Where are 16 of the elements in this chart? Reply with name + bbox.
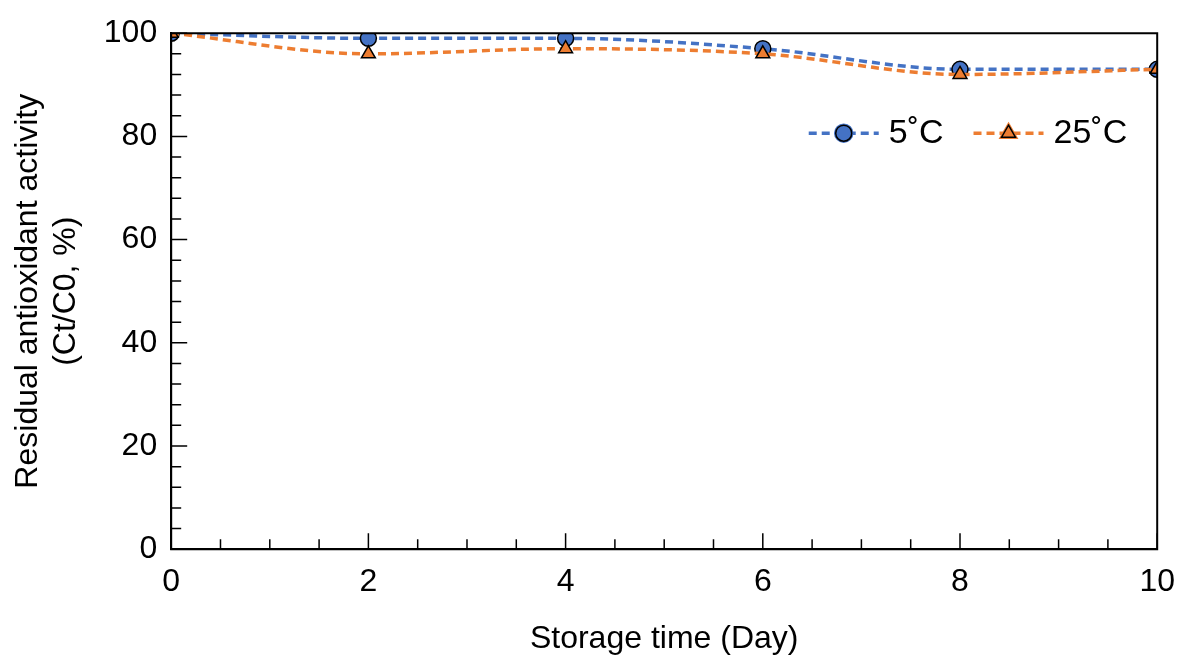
y-tick-label: 0 bbox=[139, 529, 158, 566]
y-tick-label: 40 bbox=[121, 322, 158, 359]
x-axis-title: Storage time (Day) bbox=[529, 618, 799, 655]
x-tick-label: 2 bbox=[359, 562, 378, 599]
y-tick-label: 20 bbox=[121, 425, 158, 462]
legend-label: 25˚C bbox=[1053, 111, 1128, 150]
x-tick-label: 4 bbox=[556, 562, 575, 599]
x-tick-label: 0 bbox=[162, 562, 181, 599]
y-tick-label: 100 bbox=[103, 13, 158, 50]
legend-label: 5˚C bbox=[888, 111, 944, 150]
y-tick-label: 60 bbox=[121, 219, 158, 256]
y-axis-title: Residual antioxidant activity (Ct/C0, %) bbox=[8, 93, 83, 489]
x-tick-label: 8 bbox=[951, 562, 969, 599]
x-tick-label: 10 bbox=[1139, 562, 1175, 599]
y-tick-label: 80 bbox=[121, 116, 158, 153]
x-tick-label: 6 bbox=[753, 562, 772, 599]
